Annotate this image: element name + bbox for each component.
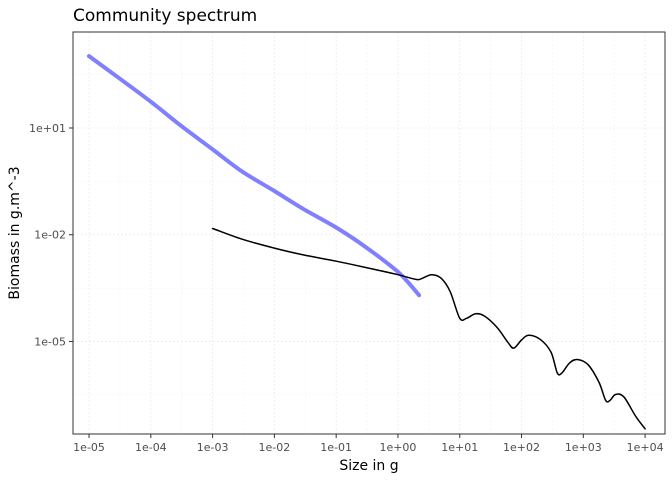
- x-tick-label: 1e+00: [379, 441, 416, 454]
- y-tick-label: 1e-02: [34, 229, 66, 242]
- grid: [73, 32, 665, 434]
- x-axis-title: Size in g: [339, 458, 398, 474]
- y-tick-label: 1e+01: [29, 122, 66, 135]
- x-tick-label: 1e-04: [135, 441, 167, 454]
- y-tick-label: 1e-05: [34, 335, 66, 348]
- series-line-blue: [87, 54, 422, 298]
- y-axis-title: Biomass in g.m^-3: [7, 166, 23, 299]
- x-tick-label: 1e-01: [320, 441, 352, 454]
- x-axis: 1e-05 1e-04 1e-03 1e-02 1e-01 1e+00 1e+01 1e+02…: [73, 434, 664, 454]
- x-tick-label: 1e+04: [627, 441, 664, 454]
- x-tick-label: 1e+01: [441, 441, 478, 454]
- plot-panel-border: [72, 31, 666, 435]
- x-tick-label: 1e+02: [503, 441, 540, 454]
- y-axis: 1e-05 1e-02 1e+01: [29, 122, 73, 348]
- x-tick-label: 1e-03: [197, 441, 229, 454]
- chart-title: Community spectrum: [73, 6, 257, 26]
- x-tick-label: 1e-02: [259, 441, 291, 454]
- x-tick-label: 1e-05: [73, 441, 105, 454]
- x-tick-label: 1e+03: [565, 441, 602, 454]
- series-line-black: [211, 227, 646, 430]
- series-layer: [87, 54, 646, 430]
